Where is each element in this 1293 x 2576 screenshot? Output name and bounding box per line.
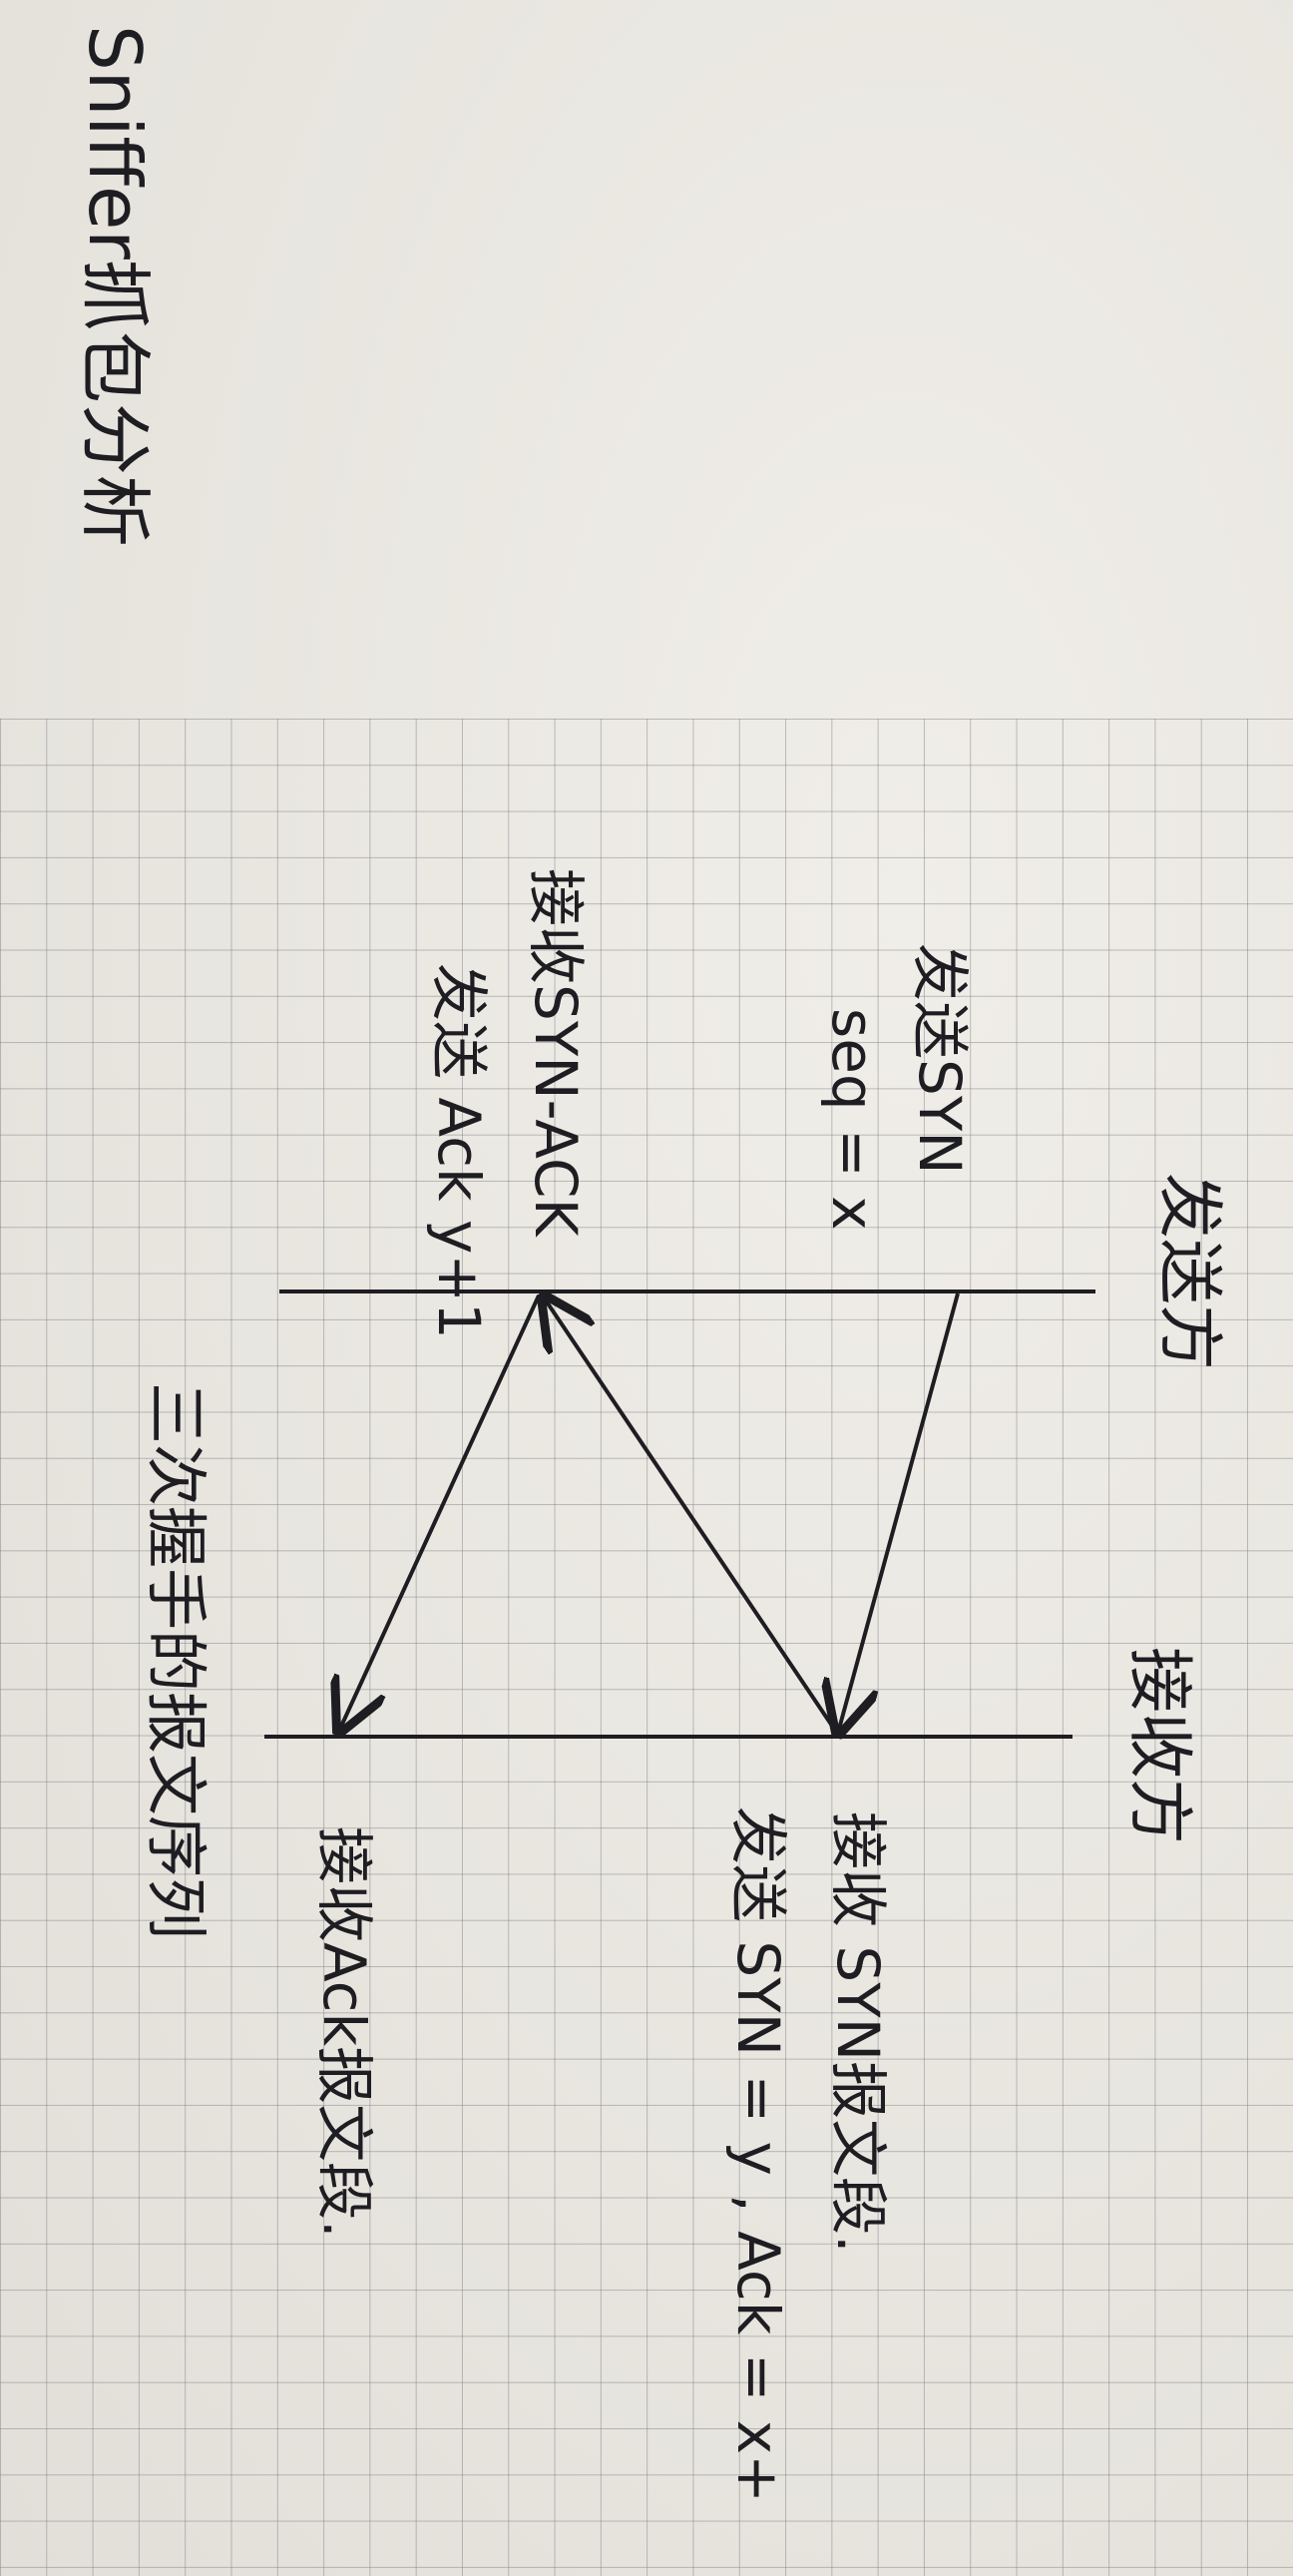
send-syn-ack-note: 发送 SYN = y , Ack = x+ bbox=[724, 1806, 792, 2503]
syn-ack-arrow bbox=[544, 1297, 840, 1737]
send-ack-note: 发送 Ack y+1 bbox=[425, 963, 493, 1339]
grid-paper bbox=[0, 719, 1293, 2576]
recv-syn-ack-note: 接收SYN-ACK bbox=[522, 868, 590, 1238]
page-title: Sniffer抓包分析 bbox=[73, 25, 157, 547]
ack-arrow bbox=[339, 1294, 541, 1731]
diagram-caption: 三次握手的报文序列 bbox=[140, 1382, 213, 1939]
sender-label: 发送方 bbox=[1151, 1173, 1228, 1370]
receiver-label: 接收方 bbox=[1121, 1647, 1198, 1844]
recv-syn-note: 接收 SYN报文段. bbox=[824, 1811, 892, 2254]
recv-ack-note: 接收Ack报文段. bbox=[310, 1826, 378, 2239]
send-syn-note: 发送SYN bbox=[906, 943, 974, 1175]
syn-arrow bbox=[838, 1292, 960, 1733]
seq-note: seq = x bbox=[819, 1008, 887, 1231]
